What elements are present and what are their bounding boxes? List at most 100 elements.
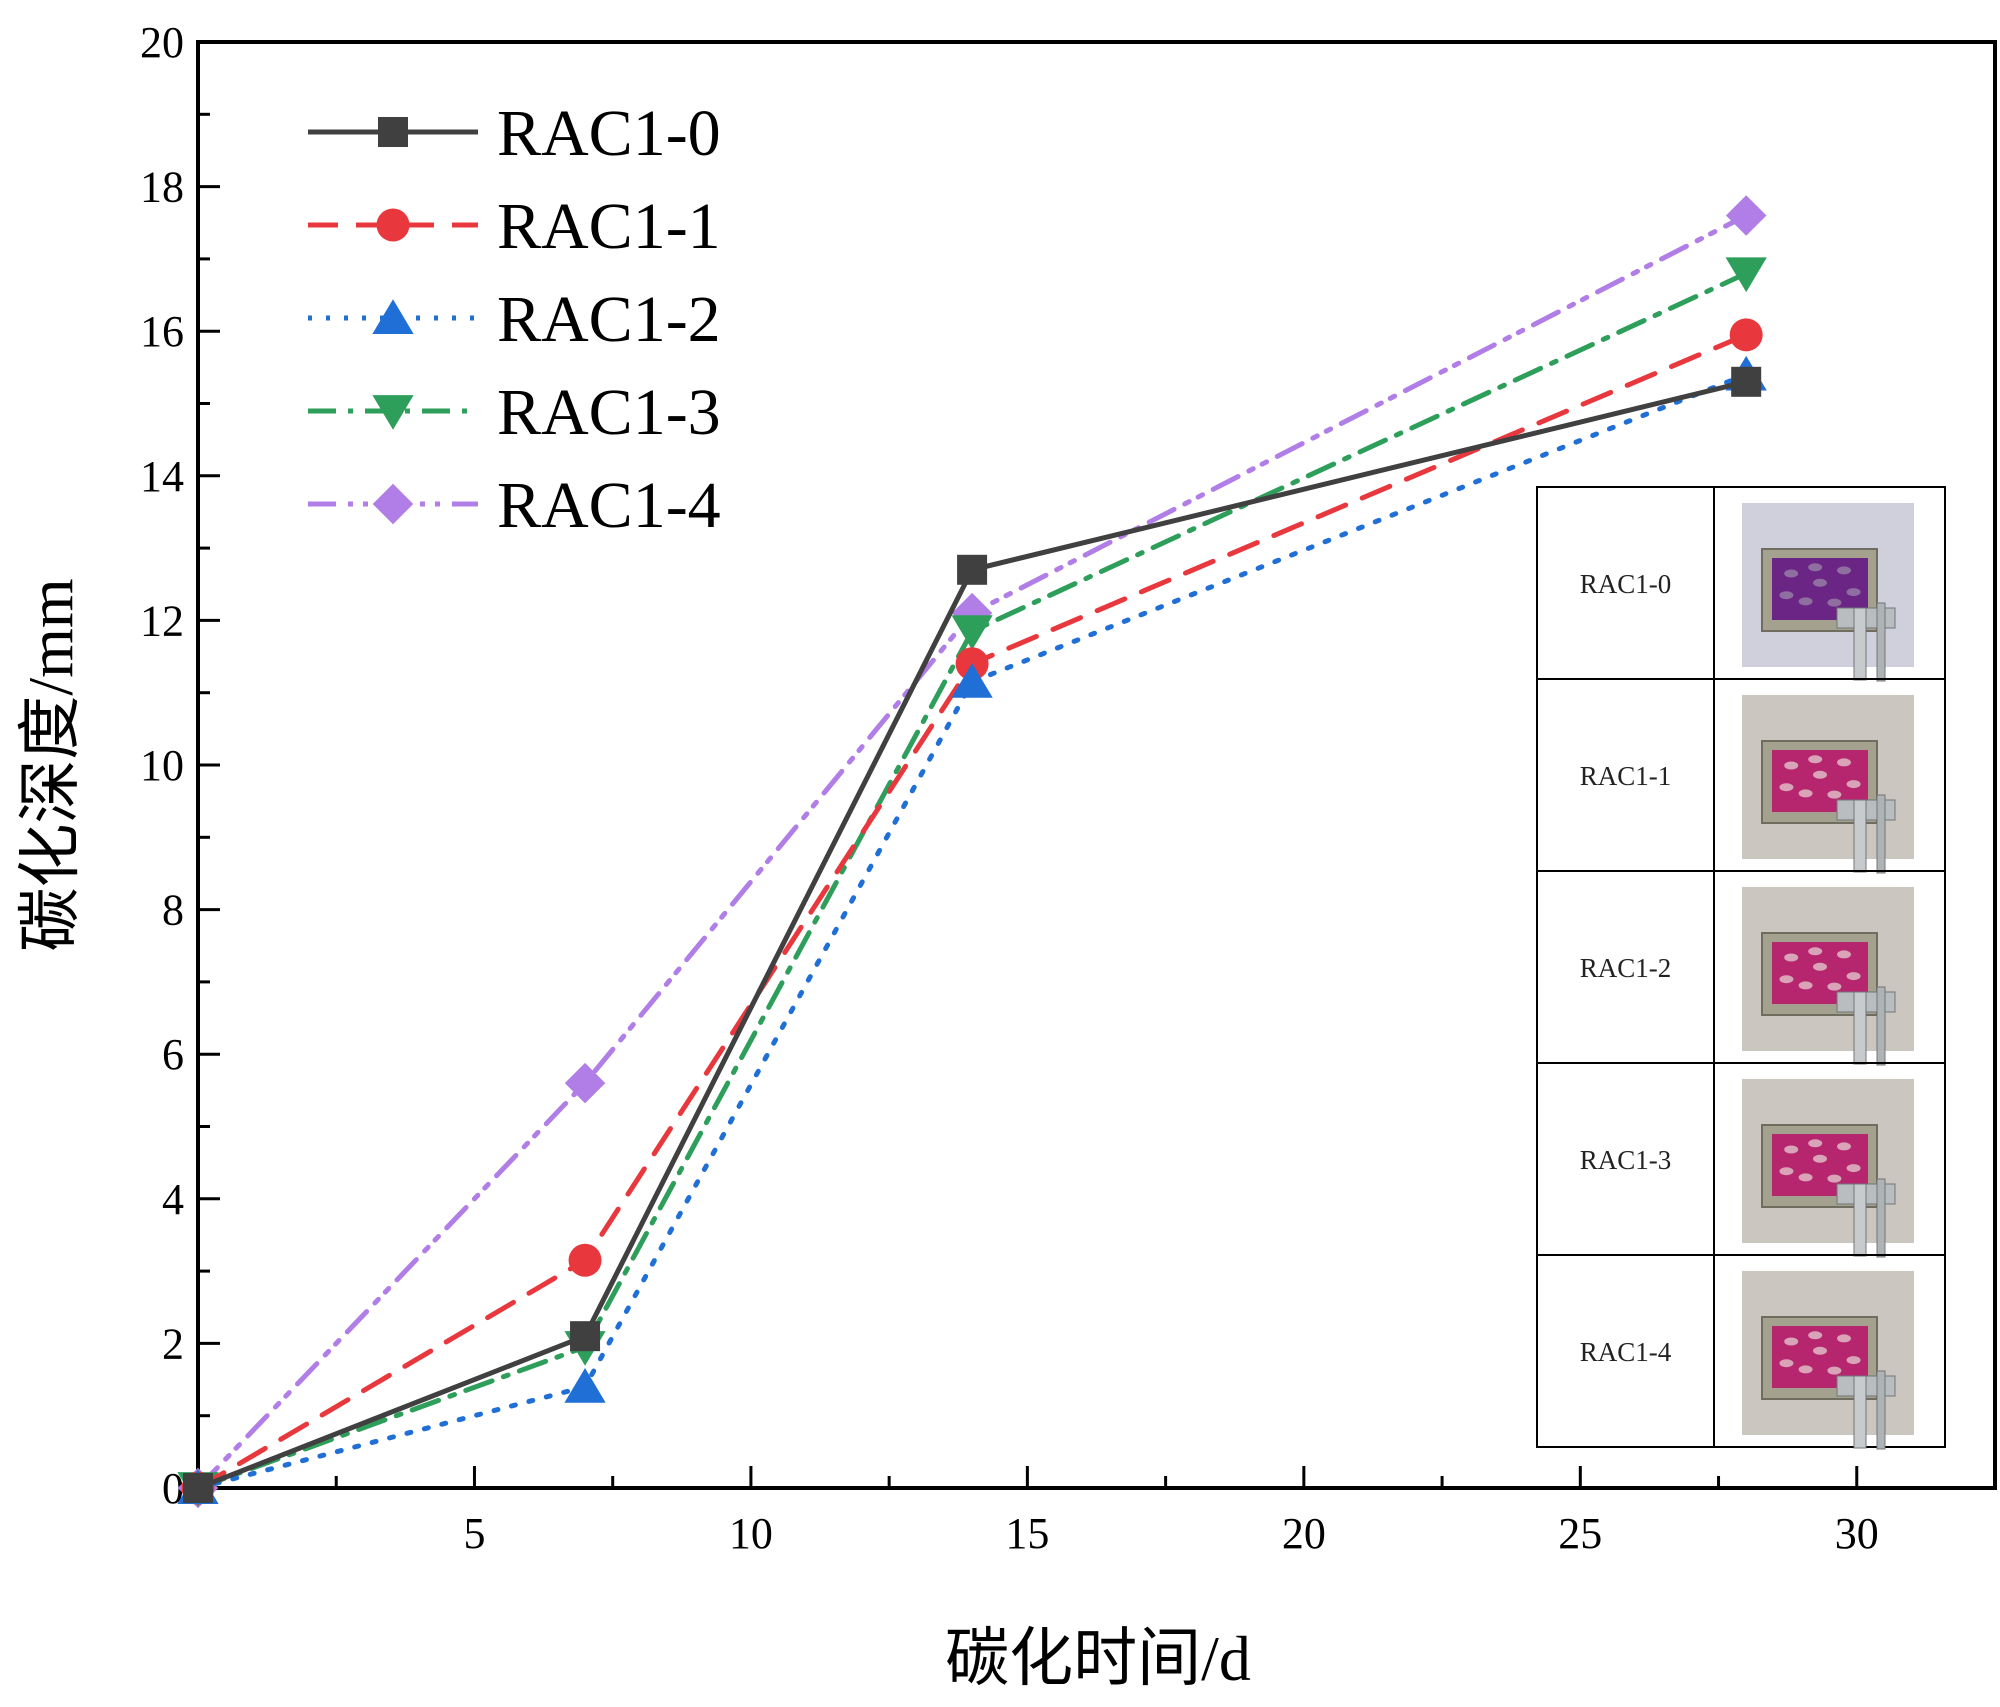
aggregate bbox=[1808, 755, 1823, 764]
aggregate bbox=[1784, 953, 1799, 962]
x-tick-label: 25 bbox=[1558, 1509, 1602, 1558]
aggregate bbox=[1827, 1366, 1842, 1375]
y-tick-label: 0 bbox=[162, 1464, 184, 1513]
legend-label: RAC1-0 bbox=[497, 97, 721, 170]
caliper-beam bbox=[1876, 986, 1886, 1066]
aggregate bbox=[1779, 783, 1794, 792]
legend-label: RAC1-1 bbox=[497, 190, 721, 263]
y-tick-label: 4 bbox=[162, 1175, 184, 1224]
aggregate bbox=[1827, 598, 1842, 607]
data-point bbox=[951, 663, 993, 698]
aggregate bbox=[1846, 588, 1861, 597]
data-point bbox=[1729, 318, 1763, 352]
caliper-beam bbox=[1876, 1178, 1886, 1258]
y-tick-label: 20 bbox=[140, 18, 184, 67]
series-RAC1-1 bbox=[181, 318, 1763, 1505]
aggregate bbox=[1784, 761, 1799, 770]
inset-table: RAC1-0 RAC1-1 RAC1-2 RAC1-3 RAC1-4 bbox=[1536, 486, 1946, 1450]
legend-marker bbox=[372, 395, 414, 430]
caliper-jaw bbox=[1853, 607, 1867, 681]
caliper-beam bbox=[1876, 794, 1886, 874]
aggregate bbox=[1813, 1346, 1827, 1355]
legend-label: RAC1-4 bbox=[497, 469, 721, 542]
x-tick-label: 10 bbox=[729, 1509, 773, 1558]
caliper-jaw bbox=[1853, 1375, 1867, 1449]
series-layer bbox=[177, 195, 1767, 1509]
aggregate bbox=[1837, 758, 1851, 767]
aggregate bbox=[1827, 982, 1842, 991]
y-tick-label: 8 bbox=[162, 886, 184, 935]
aggregate bbox=[1837, 950, 1851, 959]
aggregate bbox=[1827, 790, 1842, 799]
aggregate bbox=[1798, 1173, 1813, 1182]
aggregate bbox=[1846, 780, 1861, 789]
legend-marker bbox=[378, 117, 408, 147]
aggregate bbox=[1798, 981, 1813, 990]
specimen-photo bbox=[1742, 1271, 1914, 1450]
aggregate bbox=[1798, 597, 1813, 606]
caliper-beam bbox=[1876, 602, 1886, 682]
x-tick-label: 30 bbox=[1835, 1509, 1879, 1558]
y-axis-title: 碳化深度/mm bbox=[15, 578, 86, 951]
data-point bbox=[1731, 366, 1762, 397]
caliper-jaw bbox=[1853, 991, 1867, 1065]
y-tick-label: 16 bbox=[140, 307, 184, 356]
aggregate bbox=[1779, 975, 1794, 984]
x-axis: 5 10 15 20 25 30 bbox=[334, 1466, 1879, 1558]
aggregate bbox=[1784, 569, 1799, 578]
legend-label: RAC1-2 bbox=[497, 283, 721, 356]
legend-marker bbox=[372, 299, 414, 334]
aggregate bbox=[1846, 972, 1861, 981]
series-RAC1-0 bbox=[183, 366, 1762, 1503]
series-RAC1-2 bbox=[177, 355, 1767, 1504]
caliper-jaw bbox=[1853, 1183, 1867, 1257]
data-point bbox=[564, 1062, 606, 1104]
series-RAC1-3 bbox=[177, 257, 1767, 1507]
y-tick-label: 14 bbox=[140, 452, 184, 501]
legend-label: RAC1-3 bbox=[497, 376, 721, 449]
data-point bbox=[1725, 195, 1767, 236]
data-point bbox=[564, 1368, 606, 1403]
inset-row-label: RAC1-3 bbox=[1580, 1145, 1672, 1175]
aggregate bbox=[1808, 1331, 1823, 1340]
x-tick-label: 20 bbox=[1282, 1509, 1326, 1558]
data-point bbox=[183, 1473, 213, 1503]
legend-marker bbox=[372, 483, 414, 525]
y-tick-label: 18 bbox=[140, 163, 184, 212]
inset-row-label: RAC1-1 bbox=[1580, 761, 1672, 791]
y-tick-label: 2 bbox=[162, 1319, 184, 1368]
aggregate bbox=[1846, 1164, 1861, 1173]
inset-row-label: RAC1-4 bbox=[1580, 1337, 1672, 1367]
specimen-photo bbox=[1742, 695, 1914, 874]
data-point bbox=[1725, 257, 1767, 293]
series-line bbox=[195, 372, 1749, 1491]
specimen-photo bbox=[1742, 503, 1914, 682]
specimen-photo bbox=[1742, 887, 1914, 1066]
data-point bbox=[957, 554, 988, 585]
aggregate bbox=[1813, 1154, 1827, 1163]
aggregate bbox=[1837, 1334, 1851, 1343]
aggregate bbox=[1813, 770, 1827, 779]
aggregate bbox=[1798, 1365, 1813, 1374]
aggregate bbox=[1808, 1139, 1823, 1148]
caliper-jaw bbox=[1853, 799, 1867, 873]
caliper-beam bbox=[1876, 1370, 1886, 1450]
aggregate bbox=[1779, 1359, 1794, 1368]
legend-marker bbox=[376, 208, 410, 242]
y-tick-label: 6 bbox=[162, 1030, 184, 1079]
aggregate bbox=[1779, 1167, 1794, 1176]
inset-row-label: RAC1-2 bbox=[1580, 953, 1672, 983]
x-tick-label: 5 bbox=[463, 1509, 485, 1558]
aggregate bbox=[1784, 1145, 1799, 1154]
aggregate bbox=[1813, 578, 1827, 587]
y-tick-label: 10 bbox=[140, 741, 184, 790]
x-axis-title: 碳化时间/d bbox=[945, 1623, 1251, 1694]
aggregate bbox=[1784, 1337, 1799, 1346]
y-tick-label: 12 bbox=[140, 596, 184, 645]
y-axis: 0 2 4 6 8 10 12 14 16 18 20 bbox=[140, 18, 220, 1513]
aggregate bbox=[1798, 789, 1813, 798]
data-point bbox=[951, 615, 993, 650]
series-line bbox=[195, 270, 1749, 1491]
data-point bbox=[568, 1243, 602, 1277]
